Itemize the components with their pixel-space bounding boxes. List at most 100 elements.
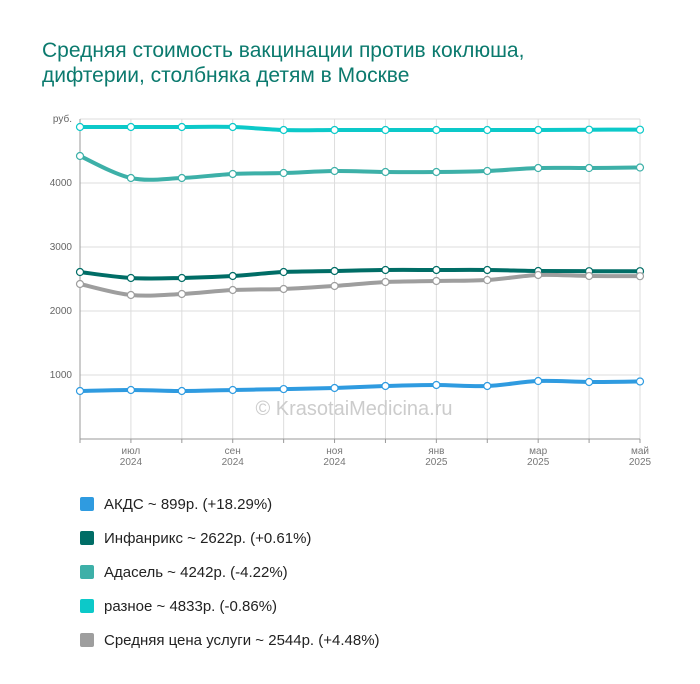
point bbox=[330, 125, 339, 135]
series-line bbox=[79, 272, 641, 298]
series-line bbox=[79, 154, 641, 182]
x-tick-line: сен bbox=[225, 446, 241, 457]
point bbox=[635, 125, 645, 134]
legend-swatch bbox=[80, 599, 94, 613]
x-tick-line: 2024 bbox=[323, 457, 346, 468]
series-line bbox=[80, 124, 641, 133]
chart-title: Средняя стоимость вакцинации против кокл… bbox=[42, 39, 525, 87]
point bbox=[381, 265, 390, 275]
series-line bbox=[79, 267, 641, 281]
x-tick-label: янв 2025 bbox=[425, 446, 448, 468]
point bbox=[279, 125, 288, 135]
point bbox=[381, 167, 390, 177]
y-tick-label: 1000 bbox=[50, 370, 73, 381]
point bbox=[279, 384, 288, 394]
point bbox=[584, 377, 594, 387]
x-tick-line: мар bbox=[529, 446, 547, 457]
legend-item: разное ~ 4833р. (-0.86%) bbox=[80, 589, 380, 623]
legend: АКДС ~ 899р. (+18.29%) Инфанрикс ~ 2622р.… bbox=[80, 487, 380, 657]
point bbox=[330, 281, 339, 291]
point bbox=[584, 163, 594, 173]
legend-item: Средняя цена услуги ~ 2544р. (+4.48%) bbox=[80, 623, 380, 657]
legend-label: Адасель ~ 4242р. (-4.22%) bbox=[104, 563, 288, 581]
y-tick-label: 2000 bbox=[50, 306, 73, 317]
point bbox=[279, 284, 288, 294]
point bbox=[330, 266, 339, 276]
point bbox=[534, 270, 543, 280]
point bbox=[126, 385, 136, 395]
series-line bbox=[79, 378, 641, 394]
y-tick-label: 4000 bbox=[50, 178, 73, 189]
point bbox=[432, 125, 441, 135]
point bbox=[483, 265, 492, 275]
legend-item: Инфанрикс ~ 2622р. (+0.61%) bbox=[80, 521, 380, 555]
point bbox=[75, 122, 85, 132]
point bbox=[228, 385, 237, 395]
x-tick-line: 2024 bbox=[222, 457, 245, 468]
y-tick-label: руб. bbox=[53, 113, 72, 125]
legend-item: Адасель ~ 4242р. (-4.22%) bbox=[80, 555, 380, 589]
legend-swatch bbox=[80, 497, 94, 511]
point bbox=[177, 173, 186, 183]
point bbox=[584, 271, 594, 281]
point bbox=[330, 166, 339, 176]
point bbox=[126, 290, 136, 300]
x-tick-line: 2025 bbox=[527, 457, 550, 468]
legend-swatch bbox=[80, 531, 94, 545]
x-tick-label: май 2025 bbox=[629, 446, 652, 468]
point bbox=[177, 289, 186, 299]
point bbox=[635, 163, 645, 172]
point bbox=[381, 381, 390, 391]
point bbox=[483, 381, 492, 391]
point bbox=[126, 173, 136, 183]
x-tick-line: май bbox=[631, 446, 649, 457]
legend-label: Инфанрикс ~ 2622р. (+0.61%) bbox=[104, 529, 312, 547]
x-tick-line: ноя bbox=[326, 446, 343, 457]
legend-label: разное ~ 4833р. (-0.86%) bbox=[104, 597, 278, 615]
point bbox=[330, 383, 339, 393]
x-tick-label: июл 2024 bbox=[120, 446, 143, 468]
x-tick-line: июл bbox=[122, 446, 141, 457]
point bbox=[279, 168, 288, 178]
point bbox=[75, 267, 85, 277]
point bbox=[228, 285, 237, 295]
point bbox=[381, 125, 390, 135]
point bbox=[432, 380, 441, 390]
point bbox=[635, 272, 645, 281]
point bbox=[126, 273, 136, 283]
point bbox=[432, 265, 441, 275]
point bbox=[534, 125, 543, 135]
point bbox=[635, 377, 645, 386]
point bbox=[228, 271, 237, 281]
point bbox=[483, 166, 492, 176]
legend-item: АКДС ~ 899р. (+18.29%) bbox=[80, 487, 380, 521]
legend-label: Средняя цена услуги ~ 2544р. (+4.48%) bbox=[104, 631, 380, 649]
legend-swatch bbox=[80, 633, 94, 647]
y-tick-label: 3000 bbox=[50, 242, 73, 253]
point bbox=[381, 277, 390, 287]
point bbox=[75, 386, 85, 396]
point bbox=[483, 275, 492, 285]
x-tick-label: сен 2024 bbox=[222, 446, 245, 468]
x-tick-line: 2025 bbox=[629, 457, 652, 468]
legend-label: АКДС ~ 899р. (+18.29%) bbox=[104, 495, 273, 513]
point bbox=[126, 122, 136, 132]
point bbox=[177, 273, 186, 283]
point bbox=[177, 386, 186, 396]
x-tick-label: ноя 2024 bbox=[323, 446, 346, 468]
x-tick-label: мар 2025 bbox=[527, 446, 550, 468]
point bbox=[483, 125, 492, 135]
point bbox=[432, 276, 441, 286]
point bbox=[75, 151, 85, 161]
x-tick-line: 2024 bbox=[120, 457, 143, 468]
legend-swatch bbox=[80, 565, 94, 579]
point bbox=[534, 376, 543, 386]
point bbox=[534, 163, 543, 173]
point bbox=[177, 122, 186, 132]
point bbox=[75, 279, 85, 289]
watermark: © KrasotaiMedicina.ru bbox=[255, 398, 452, 420]
x-tick-line: янв bbox=[428, 446, 444, 457]
point bbox=[432, 167, 441, 177]
